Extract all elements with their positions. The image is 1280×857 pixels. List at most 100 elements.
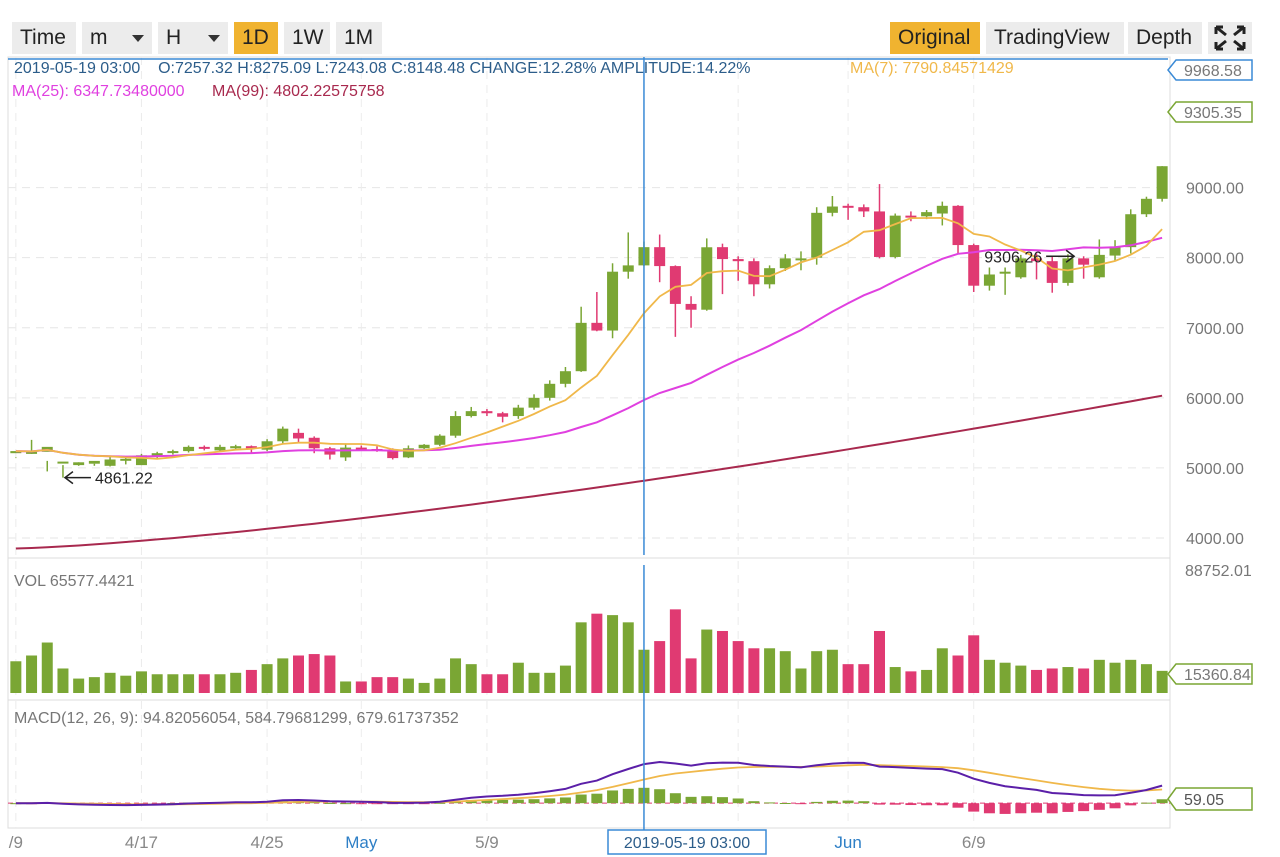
candle-body <box>591 322 603 331</box>
volume-bar <box>654 641 666 693</box>
candle <box>1125 209 1137 254</box>
candle-body <box>497 413 509 417</box>
macd-histogram-bar <box>355 803 367 805</box>
chevron-down-icon <box>132 35 144 42</box>
volume-bar <box>355 681 367 693</box>
volume-bar <box>1062 667 1074 693</box>
candle <box>167 449 179 455</box>
candle <box>748 258 760 297</box>
macd-histogram-bar <box>936 803 948 806</box>
candle <box>716 243 728 295</box>
candle-body <box>889 215 901 257</box>
chart-toolbar: Time m H 1D 1W 1M Original TradingView D… <box>0 0 1280 58</box>
candle <box>340 443 352 461</box>
volume-max-label: 88752.01 <box>1185 563 1252 580</box>
candle <box>889 213 901 259</box>
interval-1w-button[interactable]: 1W <box>284 22 330 54</box>
candle <box>1156 166 1168 202</box>
price-axis: 4000.00 5000.00 6000.00 7000.00 8000.00 9000.… <box>1186 181 1244 548</box>
macd-histogram-bar <box>732 798 744 804</box>
macd-histogram-bar <box>481 799 493 804</box>
candle-body <box>921 212 933 217</box>
candle-body <box>607 271 619 331</box>
volume-bar <box>293 655 304 693</box>
candle <box>1140 196 1152 218</box>
volume-bar <box>387 677 399 693</box>
candle-body <box>1031 258 1043 262</box>
candle-body <box>418 444 430 449</box>
candle-body <box>669 266 681 304</box>
interval-1d-button[interactable]: 1D <box>234 22 278 54</box>
volume-bar <box>732 641 744 693</box>
ma25-label: MA(25): 6347.73480000 <box>12 83 185 100</box>
candle <box>450 411 462 438</box>
high-arrow-icon <box>1046 249 1076 263</box>
price-tick-label: 7000.00 <box>1186 321 1244 338</box>
hour-interval-select[interactable]: H <box>158 22 228 54</box>
interval-1m-button[interactable]: 1M <box>336 22 382 54</box>
minute-interval-select[interactable]: m <box>82 22 152 54</box>
volume-bar <box>41 642 53 693</box>
ohlc-info: 2019-05-19 03:00 O:7257.32 H:8275.09 L:7… <box>14 60 750 77</box>
candle <box>277 426 289 445</box>
volume-bar <box>230 672 242 693</box>
high-annotation: 9306.26 <box>984 249 1076 266</box>
candle-body <box>701 247 713 310</box>
candle-body <box>575 322 587 372</box>
candle-body <box>167 451 179 454</box>
volume-last-badge: 15360.84 <box>1167 663 1253 685</box>
view-depth-button[interactable]: Depth <box>1128 22 1202 54</box>
candle <box>999 267 1011 295</box>
volume-bar <box>465 664 477 693</box>
candle <box>544 380 556 401</box>
ma7-line <box>15 216 1163 460</box>
macd-histogram-bar <box>1109 803 1121 809</box>
candle <box>952 205 964 255</box>
volume-bar <box>88 677 100 693</box>
candle-body <box>151 453 163 457</box>
price-tick-label: 4000.00 <box>1186 531 1244 548</box>
macd-histogram-bar <box>1093 803 1105 810</box>
volume-last-value: 15360.84 <box>1184 667 1251 684</box>
ma99-line <box>15 394 1163 550</box>
volume-bar <box>57 668 69 693</box>
candle <box>324 446 336 460</box>
macd-histogram-bar <box>1156 799 1168 804</box>
volume-bar <box>889 667 901 693</box>
volume-bar <box>450 658 462 693</box>
time-tick-label: 5/9 <box>475 833 499 852</box>
macd-histogram-bar <box>528 799 540 804</box>
view-tradingview-button[interactable]: TradingView <box>986 22 1124 54</box>
macd-histogram-bar <box>418 803 430 805</box>
volume-bar <box>874 630 885 693</box>
candle <box>465 406 477 418</box>
time-button[interactable]: Time <box>12 22 76 54</box>
volume-bar <box>858 664 870 693</box>
candle <box>936 201 948 226</box>
candle-body <box>26 451 38 454</box>
candle <box>983 267 995 291</box>
volume-bar <box>26 655 38 693</box>
volume-bar <box>591 613 603 693</box>
candle <box>826 196 838 217</box>
volume-bar <box>952 655 964 693</box>
candle-body <box>1156 166 1168 199</box>
candle <box>607 263 619 339</box>
volume-bar <box>481 674 493 693</box>
candle <box>622 232 634 279</box>
volume-bar <box>120 675 132 693</box>
volume-bar <box>607 615 619 693</box>
view-original-button[interactable]: Original <box>890 22 980 54</box>
macd-line <box>15 760 1163 807</box>
candle-body <box>387 450 399 459</box>
candle-body <box>1140 198 1152 215</box>
candle-body <box>450 416 462 436</box>
fullscreen-button[interactable] <box>1208 22 1252 54</box>
volume-bar <box>921 669 933 693</box>
crosshair-price-badge: 9968.58 <box>1167 59 1253 81</box>
volume-bar <box>497 674 509 693</box>
macd-histogram-bar <box>371 803 383 805</box>
volume-bars <box>10 609 1168 693</box>
candle <box>1109 240 1121 261</box>
